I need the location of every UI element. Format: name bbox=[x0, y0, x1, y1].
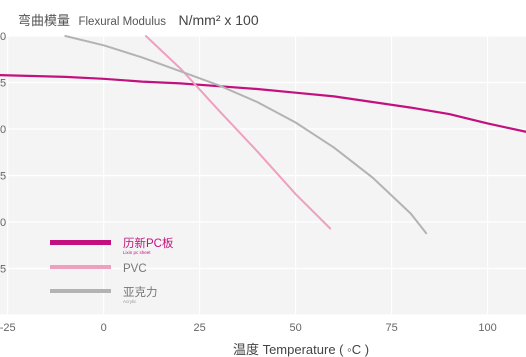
x-tick-label: 25 bbox=[194, 322, 206, 334]
series-line-2 bbox=[144, 35, 332, 230]
legend-swatch-1 bbox=[50, 240, 111, 245]
legend-sublabel-3: Acrylic bbox=[123, 299, 137, 304]
y-tick-label: 5 bbox=[0, 264, 6, 276]
y-tick-labels: 5 0 5 0 5 0 bbox=[0, 31, 6, 276]
legend-label-2: PVC bbox=[123, 263, 147, 275]
x-axis-label: 温度 Temperature ( ◦C ) bbox=[233, 342, 369, 357]
legend-label-3: 亚克力 bbox=[123, 286, 158, 299]
x-tick-label: 100 bbox=[478, 322, 496, 334]
x-tick-label: 50 bbox=[290, 322, 302, 334]
series-line-1 bbox=[0, 74, 526, 133]
series-lines bbox=[0, 35, 526, 235]
legend-swatch-2 bbox=[50, 265, 111, 269]
chart-title: 弯曲模量 Flexural Modulus N/mm² x 100 bbox=[18, 12, 259, 29]
legend-sublabel-1: Lixin pc sheet bbox=[123, 250, 151, 255]
chart-title-en: Flexural Modulus bbox=[78, 16, 166, 28]
x-tick-label: -25 bbox=[0, 322, 16, 334]
y-tick-label: 0 bbox=[0, 31, 6, 43]
series-line-3 bbox=[64, 35, 428, 235]
y-tick-label: 0 bbox=[0, 124, 6, 136]
chart-title-unit: N/mm² x 100 bbox=[179, 12, 259, 28]
legend-swatch-3 bbox=[50, 289, 111, 293]
chart-title-cn: 弯曲模量 bbox=[18, 13, 70, 28]
legend-label-1: 历新PC板 bbox=[123, 236, 174, 250]
y-tick-label: 0 bbox=[0, 217, 6, 229]
y-tick-label: 5 bbox=[0, 78, 6, 90]
x-tick-labels: -25 0 25 50 75 100 bbox=[0, 322, 497, 334]
x-tick-label: 75 bbox=[385, 322, 397, 334]
y-tick-label: 5 bbox=[0, 171, 6, 183]
x-tick-label: 0 bbox=[101, 322, 107, 334]
